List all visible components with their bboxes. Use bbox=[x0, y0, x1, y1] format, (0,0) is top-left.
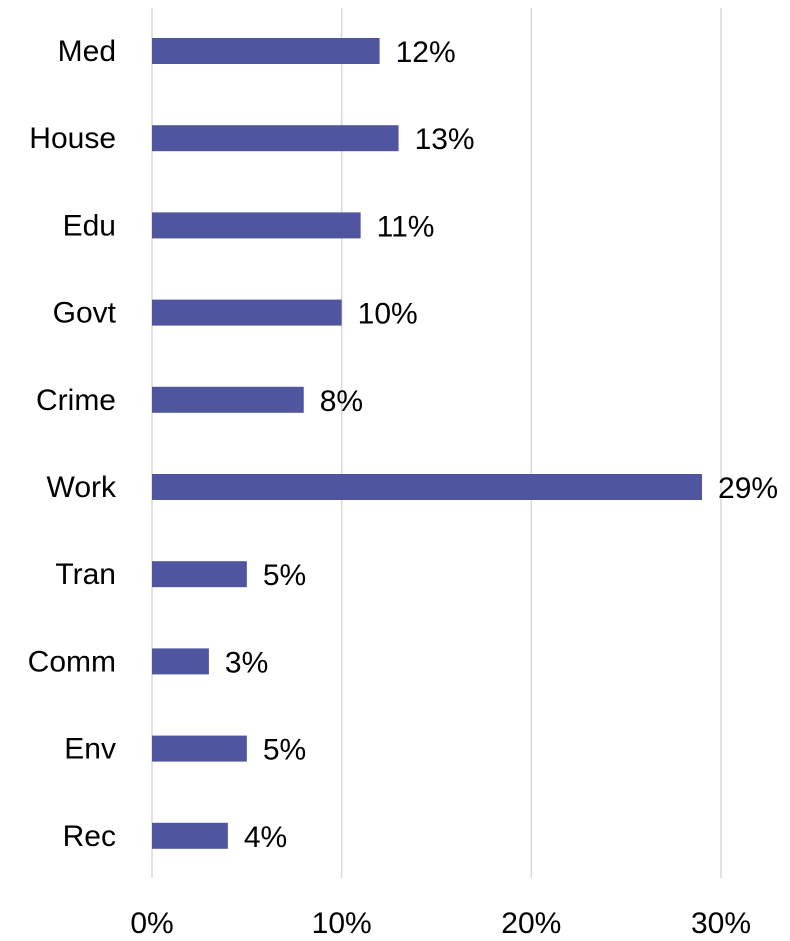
bar-tran bbox=[152, 561, 247, 588]
bar-edu bbox=[152, 212, 361, 239]
bar-med bbox=[152, 38, 380, 64]
x-tick-label: 30% bbox=[691, 907, 751, 940]
data-label: 5% bbox=[263, 734, 306, 767]
category-label: Med bbox=[58, 35, 116, 68]
category-label: Govt bbox=[53, 297, 117, 330]
data-label: 5% bbox=[263, 559, 306, 592]
category-label: Crime bbox=[36, 384, 116, 417]
x-tick-label: 0% bbox=[130, 907, 173, 940]
category-label: Edu bbox=[63, 209, 116, 242]
category-label: Comm bbox=[28, 645, 116, 678]
data-label: 10% bbox=[358, 298, 418, 331]
x-tick-label: 10% bbox=[312, 907, 372, 940]
bar-crime bbox=[152, 386, 304, 413]
data-label: 11% bbox=[377, 210, 435, 243]
x-tick-label: 20% bbox=[501, 907, 561, 940]
data-label: 4% bbox=[244, 821, 287, 854]
bar-govt bbox=[152, 299, 342, 326]
bars bbox=[152, 38, 703, 849]
data-labels: 12% 13% 11% 10% 8% 29% 5% 3% 5% 4% bbox=[225, 36, 778, 854]
bar-env bbox=[152, 735, 247, 762]
category-label: Work bbox=[47, 471, 117, 504]
bar-house bbox=[152, 125, 399, 152]
bar-work bbox=[152, 474, 703, 500]
data-label: 29% bbox=[718, 472, 778, 505]
bar-comm bbox=[152, 648, 209, 675]
category-label: House bbox=[29, 122, 116, 155]
x-axis-tick-labels: 0% 10% 20% 30% bbox=[130, 907, 751, 940]
category-labels: Med House Edu Govt Crime Work Tran Comm Env Rec bbox=[28, 35, 117, 853]
data-label: 13% bbox=[415, 123, 475, 156]
data-label: 3% bbox=[225, 646, 268, 679]
data-label: 8% bbox=[320, 385, 363, 418]
category-label: Tran bbox=[55, 558, 116, 591]
data-label: 12% bbox=[396, 36, 456, 69]
bar-rec bbox=[152, 822, 228, 849]
category-label: Rec bbox=[63, 820, 116, 853]
gridlines bbox=[151, 8, 722, 878]
category-label: Env bbox=[64, 733, 116, 766]
